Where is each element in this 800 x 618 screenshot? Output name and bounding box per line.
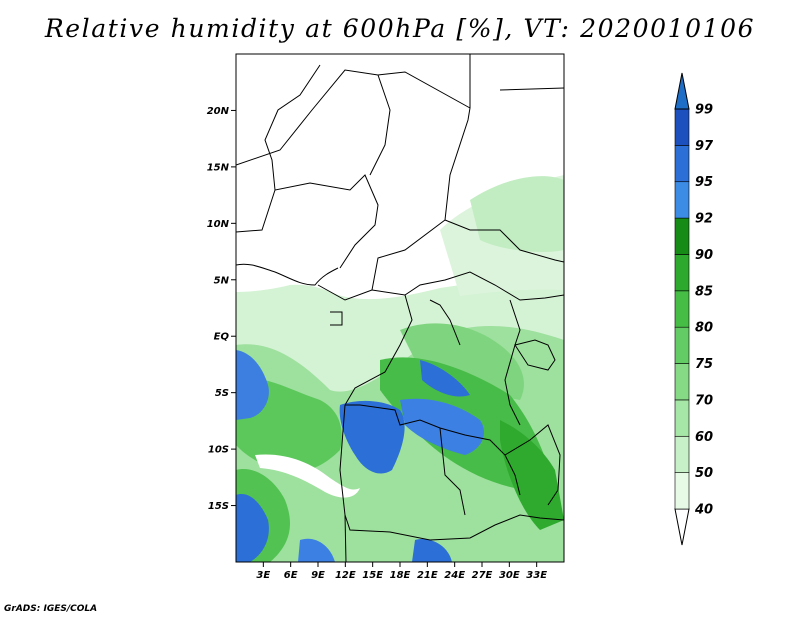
colorbar-lower-arrow	[674, 508, 690, 546]
lon-tick-label: 21E	[417, 570, 438, 581]
colorbar-segment	[674, 435, 690, 473]
colorbar-label: 92	[695, 212, 713, 227]
colorbar-segment	[674, 363, 690, 401]
chart-title: Relative humidity at 600hPa [%], VT: 202…	[44, 14, 756, 43]
colorbar-label: 70	[695, 393, 713, 408]
lat-tick-label: 10N	[207, 219, 230, 230]
lat-tick-label: EQ	[214, 332, 230, 343]
colorbar-label: 99	[695, 103, 713, 118]
lat-tick-label: 15S	[208, 501, 229, 512]
lon-tick-label: 6E	[284, 570, 298, 581]
colorbar-label: 40	[694, 503, 713, 518]
colorbar-label: 60	[695, 430, 713, 445]
lon-tick-label: 12E	[335, 570, 356, 581]
colorbar-segment	[674, 290, 690, 328]
lon-tick-label: 30E	[499, 570, 520, 581]
longitude-axis: 3E 6E 9E 12E 15E 18E 21E 24E 27E 30E 33E	[256, 562, 547, 581]
credit-text: GrADS: IGES/COLA	[4, 604, 98, 614]
colorbar-label: 85	[695, 284, 713, 299]
lon-tick-label: 24E	[444, 570, 465, 581]
colorbar-label: 75	[695, 357, 713, 372]
colorbar-label: 90	[695, 248, 713, 263]
colorbar-label: 80	[695, 321, 713, 336]
colorbar: 40 50 60 70 75 80 85 90 92 95 97 99	[674, 72, 714, 546]
colorbar-segment	[674, 326, 690, 364]
colorbar-segment	[674, 108, 690, 146]
latitude-axis: 20N 15N 10N 5N EQ 5S 10S 15S	[207, 106, 236, 512]
lat-tick-label: 5N	[214, 275, 230, 286]
lon-tick-label: 33E	[526, 570, 547, 581]
lon-tick-label: 18E	[390, 570, 411, 581]
colorbar-segment	[674, 399, 690, 437]
colorbar-segment	[674, 145, 690, 183]
colorbar-label: 50	[695, 466, 713, 481]
lon-tick-label: 27E	[472, 570, 493, 581]
colorbar-label: 97	[695, 139, 714, 154]
colorbar-segment	[674, 254, 690, 292]
humidity-field	[236, 175, 564, 562]
lat-tick-label: 15N	[207, 162, 230, 173]
lat-tick-label: 20N	[207, 106, 230, 117]
colorbar-upper-arrow	[674, 72, 690, 110]
country-boundaries	[236, 54, 564, 562]
lon-tick-label: 9E	[311, 570, 325, 581]
colorbar-segment	[674, 472, 690, 510]
lat-tick-label: 10S	[208, 445, 229, 456]
colorbar-label: 95	[695, 175, 713, 190]
lat-tick-label: 5S	[215, 388, 229, 399]
lon-tick-label: 15E	[362, 570, 383, 581]
colorbar-segment	[674, 181, 690, 219]
colorbar-segment	[674, 217, 690, 255]
lon-tick-label: 3E	[256, 570, 270, 581]
